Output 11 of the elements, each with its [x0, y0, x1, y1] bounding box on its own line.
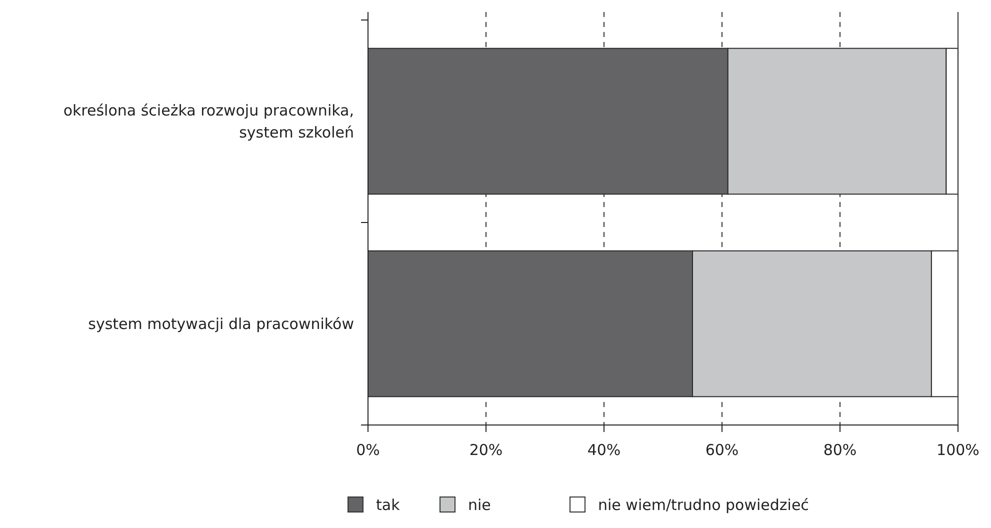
- legend-label: nie: [468, 496, 491, 514]
- x-tick-label: 100%: [936, 441, 980, 459]
- x-tick-label: 20%: [469, 441, 503, 459]
- legend-label: tak: [376, 496, 400, 514]
- legend-label: nie wiem/trudno powiedzieć: [598, 496, 809, 514]
- x-tick-label: 60%: [705, 441, 739, 459]
- y-tick-label: system motywacji dla pracowników: [88, 314, 354, 333]
- y-tick-label: określona ścieżka rozwoju pracownika, system szkoleń: [63, 101, 354, 142]
- x-tick-label: 0%: [356, 441, 380, 459]
- x-tick-label: 80%: [823, 441, 857, 459]
- x-tick-label: 40%: [587, 441, 621, 459]
